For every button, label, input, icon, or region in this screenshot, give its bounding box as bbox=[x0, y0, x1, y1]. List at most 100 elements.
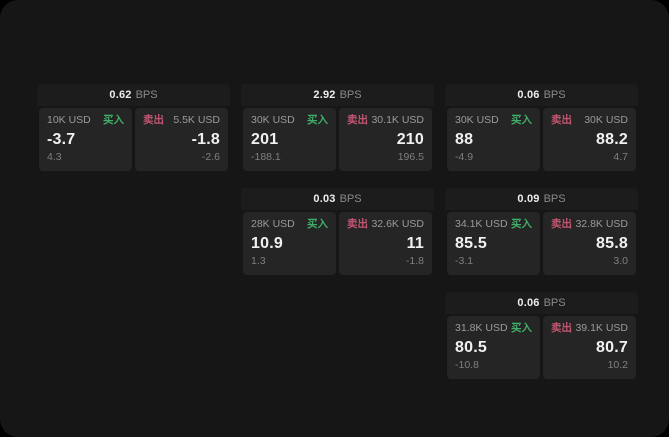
spread-header: 0.62 BPS bbox=[37, 84, 230, 106]
sell-tile-top-row: 卖出 32.6K USD bbox=[347, 218, 424, 231]
sell-volume: 30K USD bbox=[584, 114, 628, 126]
spread-unit-label: BPS bbox=[543, 193, 566, 205]
sell-change: -2.6 bbox=[201, 151, 220, 163]
buy-tile[interactable]: 34.1K USD 买入 85.5 -3.1 bbox=[447, 212, 540, 275]
buy-tile[interactable]: 10K USD 买入 -3.7 4.3 bbox=[39, 108, 132, 171]
sell-volume: 39.1K USD bbox=[575, 322, 628, 334]
buy-change: -10.8 bbox=[455, 359, 479, 371]
quote-tiles: 10K USD 买入 -3.7 4.3 卖出 5.5K USD -1.8 -2.… bbox=[37, 106, 230, 173]
sell-side-label: 卖出 bbox=[347, 114, 368, 126]
spread-header: 0.03 BPS bbox=[241, 188, 434, 210]
buy-tile[interactable]: 28K USD 买入 10.9 1.3 bbox=[243, 212, 336, 275]
spread-value: 0.06 bbox=[517, 297, 540, 309]
buy-price: 10.9 bbox=[251, 234, 283, 252]
spread-value: 0.06 bbox=[517, 89, 540, 101]
sell-price: 80.7 bbox=[596, 338, 628, 356]
quote-card: 0.09 BPS 34.1K USD 买入 85.5 -3.1 卖出 32.8K… bbox=[445, 188, 638, 277]
sell-tile[interactable]: 卖出 5.5K USD -1.8 -2.6 bbox=[135, 108, 228, 171]
quote-tiles: 28K USD 买入 10.9 1.3 卖出 32.6K USD 11 -1.8 bbox=[241, 210, 434, 277]
quote-card: 0.06 BPS 30K USD 买入 88 -4.9 卖出 30K USD 8… bbox=[445, 84, 638, 173]
spread-value: 0.03 bbox=[313, 193, 336, 205]
sell-change: 10.2 bbox=[607, 359, 628, 371]
quote-tiles: 30K USD 买入 88 -4.9 卖出 30K USD 88.2 4.7 bbox=[445, 106, 638, 173]
buy-volume: 31.8K USD bbox=[455, 322, 508, 334]
sell-side-label: 卖出 bbox=[551, 322, 572, 334]
buy-price: 85.5 bbox=[455, 234, 487, 252]
buy-tile-top-row: 30K USD 买入 bbox=[455, 114, 532, 127]
buy-side-label: 买入 bbox=[103, 114, 124, 126]
sell-side-label: 卖出 bbox=[551, 218, 572, 230]
sell-side-label: 卖出 bbox=[347, 218, 368, 230]
sell-change: 196.5 bbox=[397, 151, 424, 163]
sell-change: -1.8 bbox=[405, 255, 424, 267]
spread-header: 0.09 BPS bbox=[445, 188, 638, 210]
spread-unit-label: BPS bbox=[339, 89, 362, 101]
buy-tile[interactable]: 30K USD 买入 88 -4.9 bbox=[447, 108, 540, 171]
buy-change: -3.1 bbox=[455, 255, 474, 267]
sell-volume: 30.1K USD bbox=[371, 114, 424, 126]
buy-side-label: 买入 bbox=[511, 218, 532, 230]
spread-unit-label: BPS bbox=[543, 297, 566, 309]
sell-tile[interactable]: 卖出 30K USD 88.2 4.7 bbox=[543, 108, 636, 171]
buy-side-label: 买入 bbox=[511, 322, 532, 334]
spread-unit-label: BPS bbox=[543, 89, 566, 101]
quote-card: 0.03 BPS 28K USD 买入 10.9 1.3 卖出 32.6K US… bbox=[241, 188, 434, 277]
sell-tile[interactable]: 卖出 30.1K USD 210 196.5 bbox=[339, 108, 432, 171]
sell-price: 85.8 bbox=[596, 234, 628, 252]
buy-tile[interactable]: 30K USD 买入 201 -188.1 bbox=[243, 108, 336, 171]
buy-side-label: 买入 bbox=[307, 114, 328, 126]
quote-tiles: 30K USD 买入 201 -188.1 卖出 30.1K USD 210 1… bbox=[241, 106, 434, 173]
sell-side-label: 卖出 bbox=[143, 114, 164, 126]
sell-change: 3.0 bbox=[613, 255, 628, 267]
buy-price: 201 bbox=[251, 130, 279, 148]
sell-volume: 32.6K USD bbox=[371, 218, 424, 230]
buy-price: 88 bbox=[455, 130, 474, 148]
quote-tiles: 31.8K USD 买入 80.5 -10.8 卖出 39.1K USD 80.… bbox=[445, 314, 638, 381]
buy-price: 80.5 bbox=[455, 338, 487, 356]
buy-tile-top-row: 10K USD 买入 bbox=[47, 114, 124, 127]
buy-tile-top-row: 31.8K USD 买入 bbox=[455, 322, 532, 335]
quote-card: 2.92 BPS 30K USD 买入 201 -188.1 卖出 30.1K … bbox=[241, 84, 434, 173]
quote-card: 0.62 BPS 10K USD 买入 -3.7 4.3 卖出 5.5K USD… bbox=[37, 84, 230, 173]
buy-volume: 10K USD bbox=[47, 114, 91, 126]
buy-volume: 34.1K USD bbox=[455, 218, 508, 230]
buy-volume: 30K USD bbox=[251, 114, 295, 126]
spread-header: 0.06 BPS bbox=[445, 292, 638, 314]
sell-tile-top-row: 卖出 30.1K USD bbox=[347, 114, 424, 127]
sell-tile[interactable]: 卖出 39.1K USD 80.7 10.2 bbox=[543, 316, 636, 379]
buy-price: -3.7 bbox=[47, 130, 76, 148]
sell-volume: 5.5K USD bbox=[173, 114, 220, 126]
sell-price: -1.8 bbox=[191, 130, 220, 148]
buy-side-label: 买入 bbox=[307, 218, 328, 230]
sell-tile-top-row: 卖出 32.8K USD bbox=[551, 218, 628, 231]
buy-tile-top-row: 30K USD 买入 bbox=[251, 114, 328, 127]
buy-volume: 28K USD bbox=[251, 218, 295, 230]
buy-change: -4.9 bbox=[455, 151, 474, 163]
sell-tile[interactable]: 卖出 32.6K USD 11 -1.8 bbox=[339, 212, 432, 275]
sell-side-label: 卖出 bbox=[551, 114, 572, 126]
quote-card: 0.06 BPS 31.8K USD 买入 80.5 -10.8 卖出 39.1… bbox=[445, 292, 638, 381]
sell-volume: 32.8K USD bbox=[575, 218, 628, 230]
quote-grid: 0.62 BPS 10K USD 买入 -3.7 4.3 卖出 5.5K USD… bbox=[37, 84, 638, 381]
spread-unit-label: BPS bbox=[135, 89, 158, 101]
sell-price: 11 bbox=[406, 234, 424, 252]
buy-tile-top-row: 34.1K USD 买入 bbox=[455, 218, 532, 231]
buy-change: -188.1 bbox=[251, 151, 281, 163]
buy-change: 1.3 bbox=[251, 255, 266, 267]
sell-tile-top-row: 卖出 39.1K USD bbox=[551, 322, 628, 335]
buy-tile-top-row: 28K USD 买入 bbox=[251, 218, 328, 231]
sell-price: 210 bbox=[396, 130, 424, 148]
spread-unit-label: BPS bbox=[339, 193, 362, 205]
sell-change: 4.7 bbox=[613, 151, 628, 163]
quote-tiles: 34.1K USD 买入 85.5 -3.1 卖出 32.8K USD 85.8… bbox=[445, 210, 638, 277]
spread-value: 2.92 bbox=[313, 89, 336, 101]
buy-volume: 30K USD bbox=[455, 114, 499, 126]
spread-header: 2.92 BPS bbox=[241, 84, 434, 106]
buy-side-label: 买入 bbox=[511, 114, 532, 126]
sell-tile-top-row: 卖出 5.5K USD bbox=[143, 114, 220, 127]
spread-header: 0.06 BPS bbox=[445, 84, 638, 106]
buy-tile[interactable]: 31.8K USD 买入 80.5 -10.8 bbox=[447, 316, 540, 379]
buy-change: 4.3 bbox=[47, 151, 62, 163]
sell-tile[interactable]: 卖出 32.8K USD 85.8 3.0 bbox=[543, 212, 636, 275]
